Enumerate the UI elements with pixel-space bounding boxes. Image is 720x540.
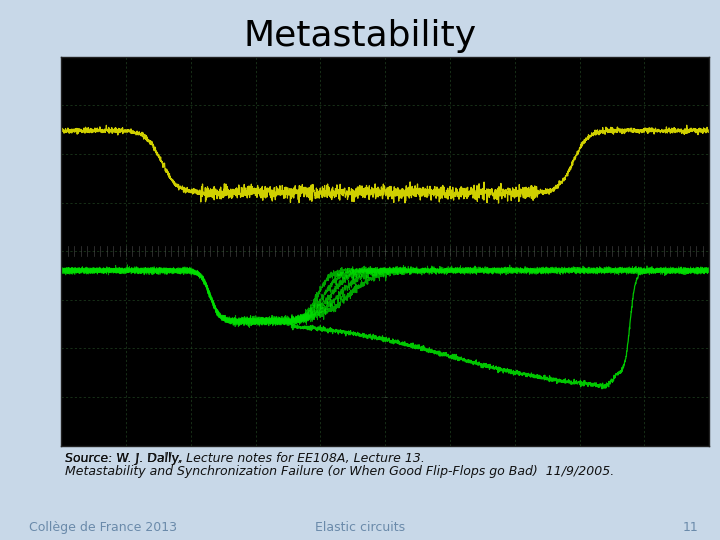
Text: Elastic circuits: Elastic circuits: [315, 521, 405, 534]
Text: Source: W. J. Dally,: Source: W. J. Dally,: [65, 452, 186, 465]
Text: 11: 11: [683, 521, 698, 534]
Text: Source: W. J. Dally, Lecture notes for EE108A, Lecture 13.: Source: W. J. Dally, Lecture notes for E…: [65, 452, 425, 465]
Text: Collège de France 2013: Collège de France 2013: [29, 521, 177, 534]
Text: Metastability: Metastability: [243, 19, 477, 53]
Text: Metastability and Synchronization Failure (or When Good Flip-Flops go Bad)  11/9: Metastability and Synchronization Failur…: [65, 465, 614, 478]
